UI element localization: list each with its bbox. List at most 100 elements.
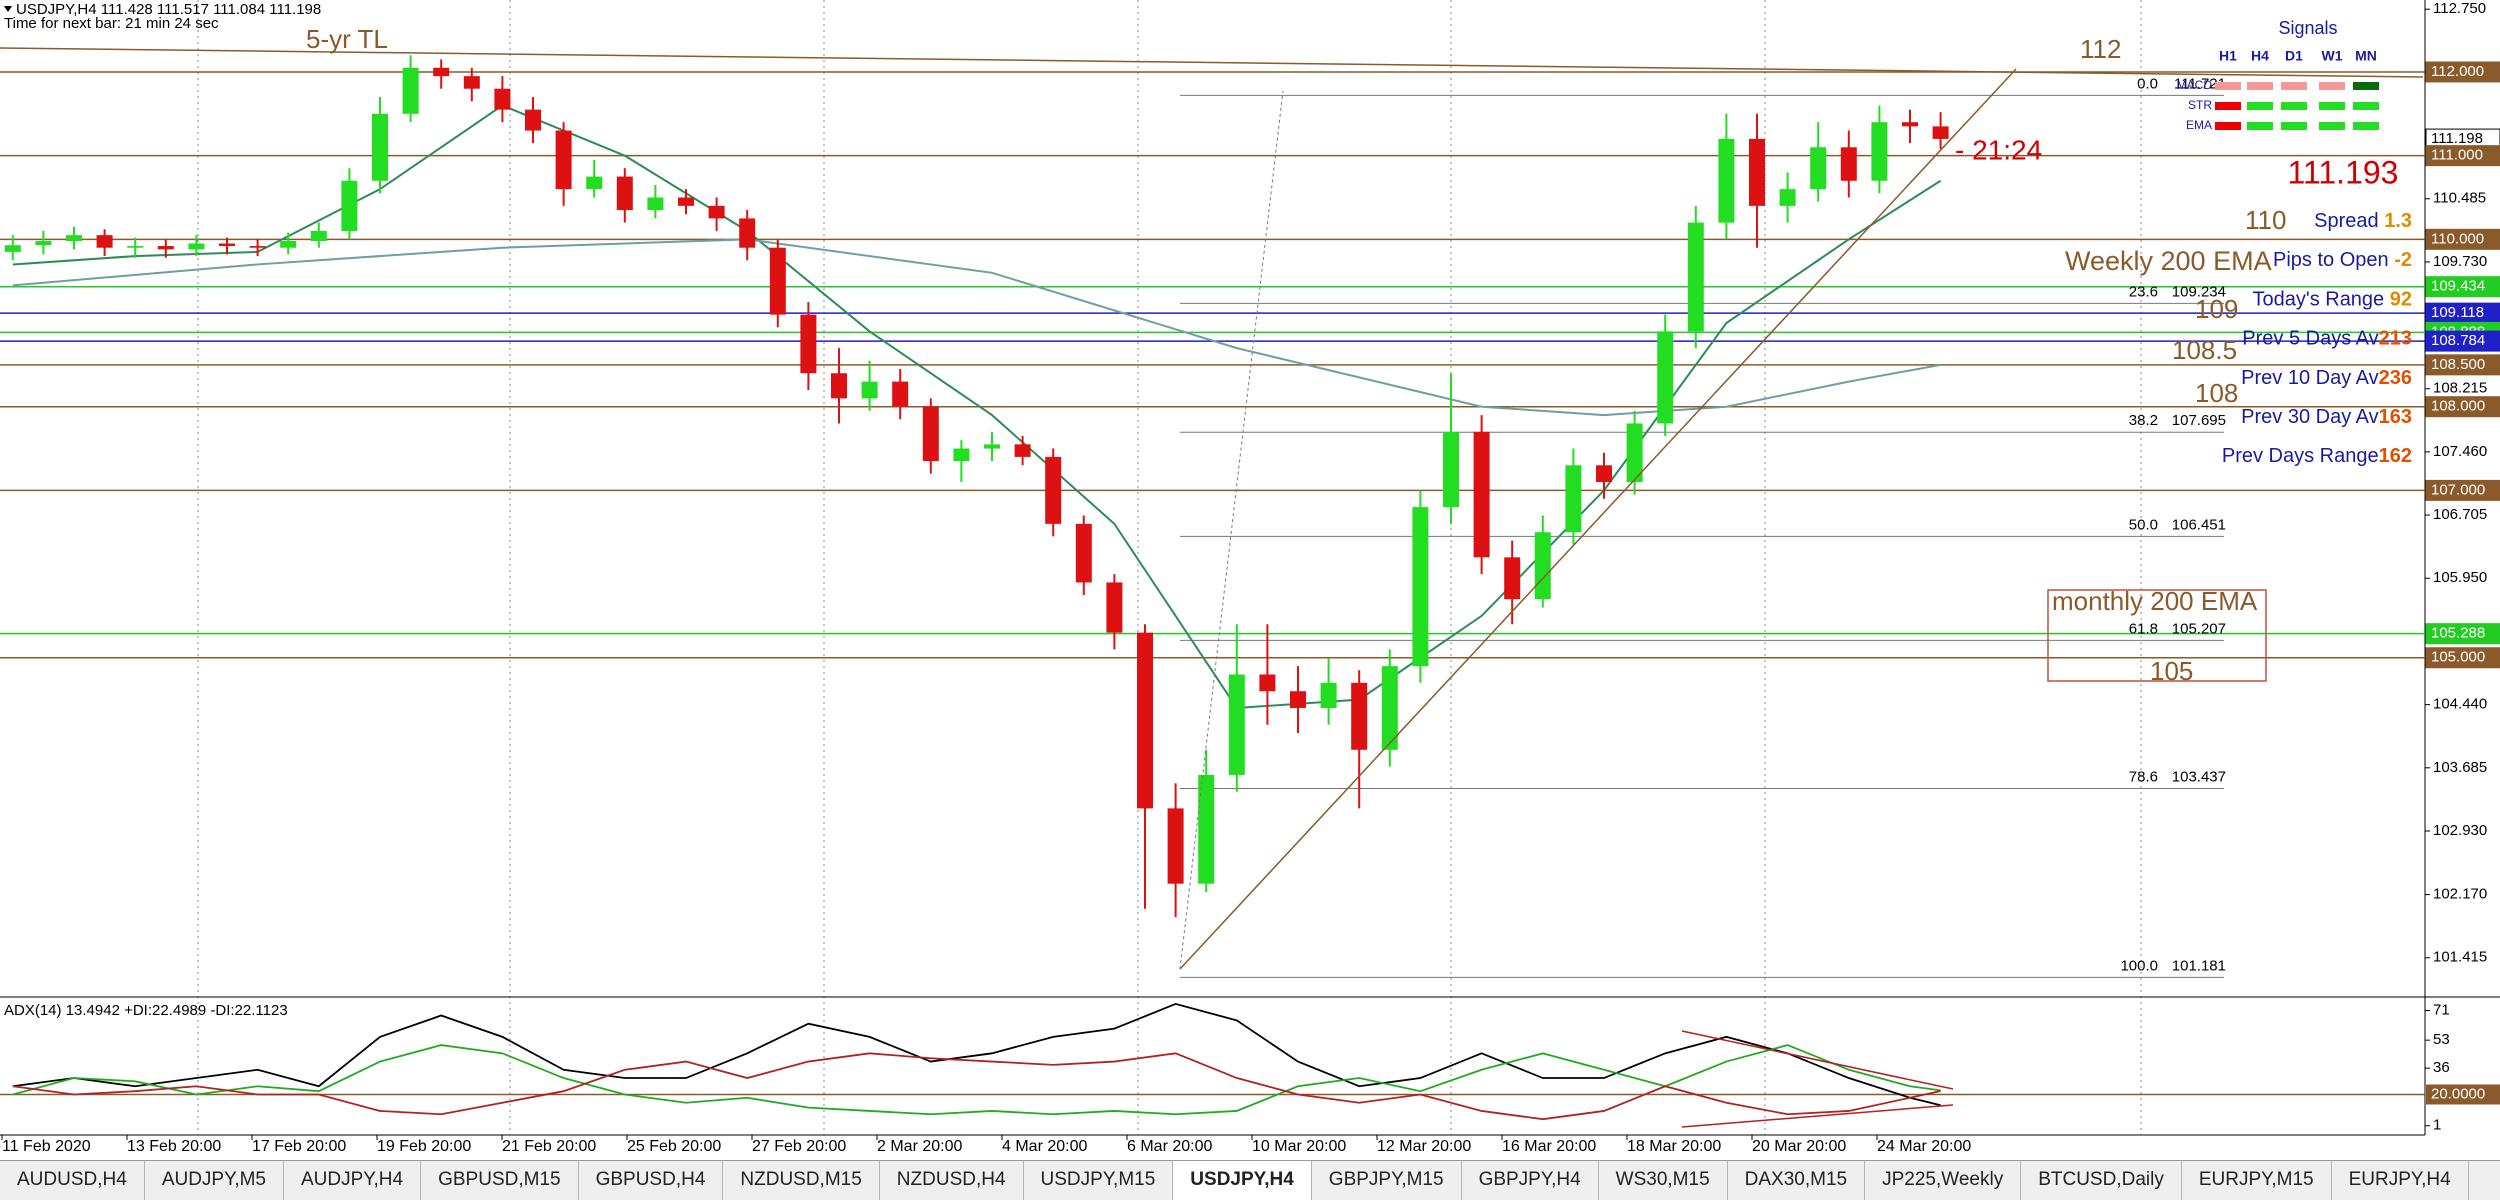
candle-body (1014, 444, 1031, 457)
chart-tab[interactable]: EURJPY,M15 (2182, 1161, 2332, 1200)
price-label: 108.500 (2431, 356, 2485, 373)
bar-countdown: - 21:24 (1955, 134, 2042, 165)
price-label: 108.000 (2431, 398, 2485, 415)
price-label: 105.000 (2431, 649, 2485, 666)
chart-tab[interactable]: AUDJPY,H4 (284, 1161, 422, 1200)
candle-body (1228, 674, 1245, 775)
fib-price: 105.207 (2172, 620, 2226, 637)
annotations: 5-yr TL 112 110 Weekly 200 EMA 109 108.5… (306, 24, 2286, 686)
candle-body (1443, 431, 1459, 508)
fib-level: 23.6 (2129, 283, 2158, 300)
price-label-box (2425, 228, 2500, 250)
chart-tab[interactable]: AUDJPY,M5 (145, 1161, 284, 1200)
symbol-line: USDJPY,H4 111.428 111.517 111.084 111.19… (16, 1, 321, 18)
adx-line (12, 1052, 1941, 1121)
signal-box (2247, 102, 2273, 110)
candle-body (1381, 666, 1398, 750)
y-tick-label: 101.415 (2433, 949, 2487, 966)
chart: 112.750 110.485 109.730 108.215 107.460 106.7… (0, 0, 2500, 1156)
x-tick-label: 6 Mar 20:00 (1127, 1138, 1212, 1155)
candle-body (1137, 632, 1153, 809)
candle-body (1902, 122, 1918, 127)
chart-tab[interactable]: BTCUSD,Daily (2021, 1161, 2182, 1200)
level-label: 110 (2245, 205, 2286, 235)
chart-tab[interactable]: USDJPY,H4 (1173, 1161, 1312, 1200)
candle-body (984, 444, 1000, 449)
y-tick-label: 102.170 (2433, 886, 2487, 903)
signal-box (2215, 122, 2241, 130)
signal-column: W1 (2322, 48, 2343, 64)
chart-tab[interactable]: AUDUSD,H4 (0, 1161, 145, 1200)
chart-tab[interactable]: WS30,M15 (1599, 1161, 1728, 1200)
stat-value: 92 (2390, 289, 2412, 311)
y-tick-label: 107.460 (2433, 443, 2487, 460)
candle-body (1840, 147, 1857, 181)
candle-body (678, 197, 694, 206)
chart-tab[interactable]: GBPUSD,H4 (579, 1161, 724, 1200)
menu-arrow (4, 6, 12, 12)
candle-body (525, 109, 541, 131)
stat-value: 162 (2379, 445, 2412, 467)
adx-label: ADX(14) 13.4942 +DI:22.4989 -DI:22.1123 (4, 1002, 288, 1019)
candle-body (1596, 465, 1612, 483)
candle-body (66, 235, 82, 242)
signal-box (2247, 122, 2273, 130)
stat-value: 163 (2379, 406, 2412, 428)
candle-body (433, 67, 450, 77)
candle-body (555, 130, 572, 190)
adx-wedge-top (1681, 1030, 1954, 1090)
candle-body (922, 406, 939, 462)
chart-tab[interactable]: GBPJPY,M15 (1312, 1161, 1462, 1200)
chart-tab[interactable]: EURJPY,H4 (2332, 1161, 2469, 1200)
chart-tab[interactable]: GBPUSD,M15 (421, 1161, 579, 1200)
chart-tab[interactable]: NZDUSD,H4 (880, 1161, 1024, 1200)
candle-body (1259, 674, 1276, 692)
x-tick-label: 4 Mar 20:00 (1002, 1138, 1087, 1155)
chart-tab[interactable]: USDJPY,M15 (1024, 1161, 1174, 1200)
candle-body (1657, 331, 1674, 424)
fib-level: 38.2 (2129, 412, 2158, 429)
monthly-ema-box (2047, 589, 2267, 682)
adx-level-box (2426, 1084, 2500, 1105)
chart-tab[interactable]: GBPJPY,H4 (1462, 1161, 1599, 1200)
candle-body (1504, 557, 1521, 600)
price-label: 111.000 (2431, 147, 2483, 164)
price-label-box (2425, 145, 2500, 167)
adx-line (12, 1002, 1941, 1107)
chart-tab[interactable]: JP225,Weekly (1865, 1161, 2022, 1200)
stat-value: 1.3 (2384, 210, 2412, 232)
stat-label: Prev Days Range (2222, 445, 2379, 467)
fib-price: 107.695 (2172, 412, 2226, 429)
x-tick-label: 17 Feb 20:00 (252, 1138, 346, 1155)
chart-tab[interactable]: DAX30,M15 (1728, 1161, 1866, 1200)
level-label: 108.5 (2172, 335, 2237, 365)
candle-body (1810, 147, 1827, 190)
x-tick-label: 18 Mar 20:00 (1627, 1138, 1721, 1155)
candle-body (1320, 682, 1337, 708)
signal-box (2247, 82, 2273, 90)
signal-box (2215, 102, 2241, 110)
fib-level: 78.6 (2129, 769, 2158, 786)
fib-level: 100.0 (2120, 957, 2158, 974)
x-tick-label: 24 Mar 20:00 (1877, 1138, 1971, 1155)
candle-body (494, 88, 511, 110)
candle-body (249, 246, 266, 248)
x-tick-label: 10 Mar 20:00 (1252, 1138, 1346, 1155)
adx-tick-label: 53 (2433, 1031, 2450, 1048)
stat: Prev 5 Days Av213 (2242, 328, 2412, 350)
stat: Pips to Open -2 (2273, 249, 2412, 271)
fib-level: 50.0 (2129, 516, 2158, 533)
fib-level: 0.0 (2137, 75, 2158, 92)
candle-body (1932, 126, 1949, 139)
fib-level: 61.8 (2129, 620, 2158, 637)
price-label-box (2425, 396, 2500, 418)
fib-price: 109.234 (2172, 283, 2226, 300)
chart-tab[interactable]: NZDUSD,M15 (723, 1161, 880, 1200)
stat-label: Today's Range (2253, 289, 2390, 311)
weekly-ema-label: Weekly 200 EMA (2065, 246, 2272, 276)
stat-value: 213 (2379, 328, 2412, 350)
price-label: 108.784 (2431, 332, 2485, 349)
signal-column: H4 (2251, 48, 2269, 64)
stat: Prev 10 Day Av236 (2241, 367, 2412, 389)
price-label: 105.288 (2431, 625, 2485, 642)
